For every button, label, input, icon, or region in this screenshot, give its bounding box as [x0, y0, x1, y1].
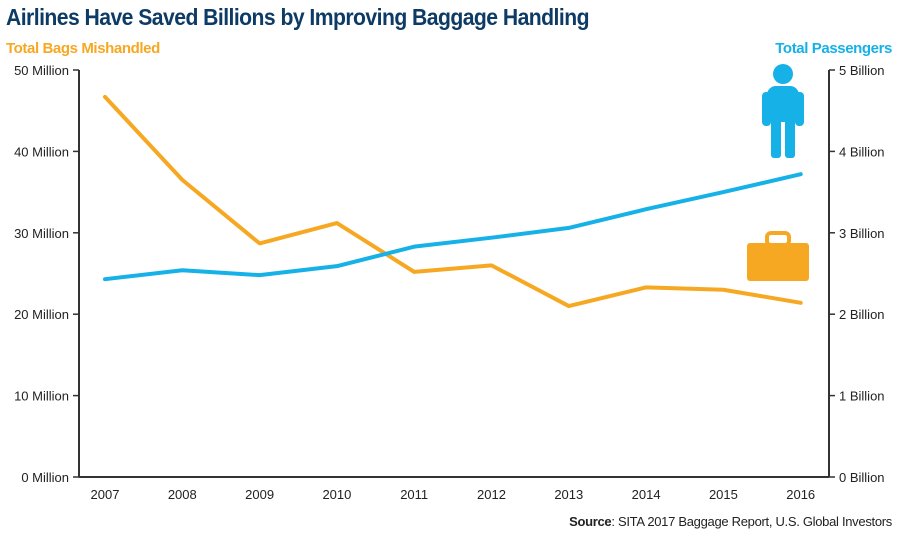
x-tick-label: 2012 — [477, 487, 506, 502]
left-tick-label: 20 Million — [14, 307, 69, 322]
right-tick-label: 0 Billion — [839, 470, 885, 485]
series-line-total-passengers — [103, 172, 803, 282]
right-tick-label: 2 Billion — [839, 307, 885, 322]
source-label: Source — [569, 514, 612, 529]
x-tick-label: 2014 — [632, 487, 661, 502]
x-tick-label: 2009 — [245, 487, 274, 502]
left-tick-label: 40 Million — [14, 144, 69, 159]
x-tick-label: 2010 — [322, 487, 351, 502]
x-tick-label: 2015 — [709, 487, 738, 502]
x-tick-label: 2008 — [168, 487, 197, 502]
right-axis-title: Total Passengers — [775, 40, 892, 57]
x-tick-label: 2016 — [786, 487, 815, 502]
briefcase-icon — [747, 231, 809, 281]
source-text: : SITA 2017 Baggage Report, U.S. Global … — [611, 514, 892, 529]
series-line-bags-mishandled — [103, 94, 803, 309]
x-tick-label: 2007 — [91, 487, 120, 502]
right-tick-label: 5 Billion — [839, 63, 885, 78]
x-tick-label: 2011 — [400, 487, 428, 502]
left-axis-title: Total Bags Mishandled — [6, 40, 160, 57]
left-tick-label: 30 Million — [14, 226, 69, 241]
source-note: Source: SITA 2017 Baggage Report, U.S. G… — [569, 514, 892, 529]
right-tick-label: 4 Billion — [839, 144, 885, 159]
right-tick-label: 1 Billion — [839, 389, 885, 404]
person-icon — [762, 64, 804, 158]
chart-title: Airlines Have Saved Billions by Improvin… — [6, 4, 590, 30]
right-tick-label: 3 Billion — [839, 226, 885, 241]
left-tick-label: 10 Million — [14, 389, 69, 404]
x-tick-label: 2013 — [554, 487, 583, 502]
left-tick-label: 50 Million — [14, 63, 69, 78]
left-tick-label: 0 Million — [21, 470, 69, 485]
